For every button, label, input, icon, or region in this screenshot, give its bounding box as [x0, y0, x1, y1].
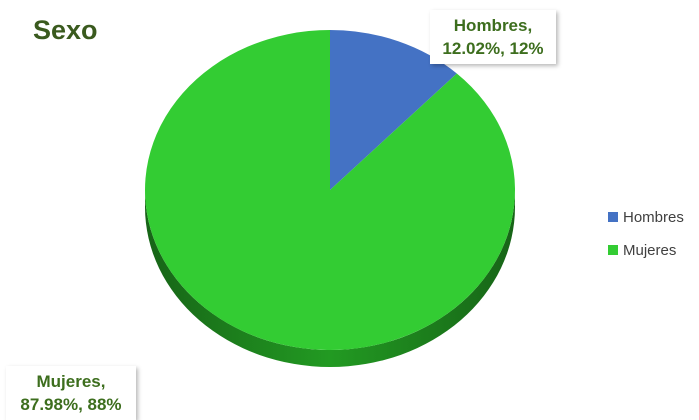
data-label-mujeres-value: 87.98%, 88% [20, 395, 122, 414]
legend-item-hombres: Hombres [608, 207, 684, 227]
pie-slice-hombres [330, 30, 457, 190]
legend-item-mujeres: Mujeres [608, 240, 684, 260]
chart-legend: Hombres Mujeres [608, 207, 684, 273]
legend-swatch-hombres [608, 212, 618, 222]
legend-label-hombres: Hombres [623, 208, 684, 226]
data-label-mujeres-name: Mujeres, [36, 372, 106, 391]
data-label-mujeres: Mujeres, 87.98%, 88% [6, 366, 136, 420]
data-label-hombres: Hombres, 12.02%, 12% [430, 10, 556, 64]
pie-slice-mujeres [145, 30, 516, 351]
legend-swatch-mujeres [608, 245, 618, 255]
legend-label-mujeres: Mujeres [623, 241, 677, 259]
data-label-hombres-value: 12.02%, 12% [442, 39, 544, 58]
data-label-hombres-name: Hombres, [453, 16, 533, 35]
chart-title: Sexo [33, 15, 98, 45]
